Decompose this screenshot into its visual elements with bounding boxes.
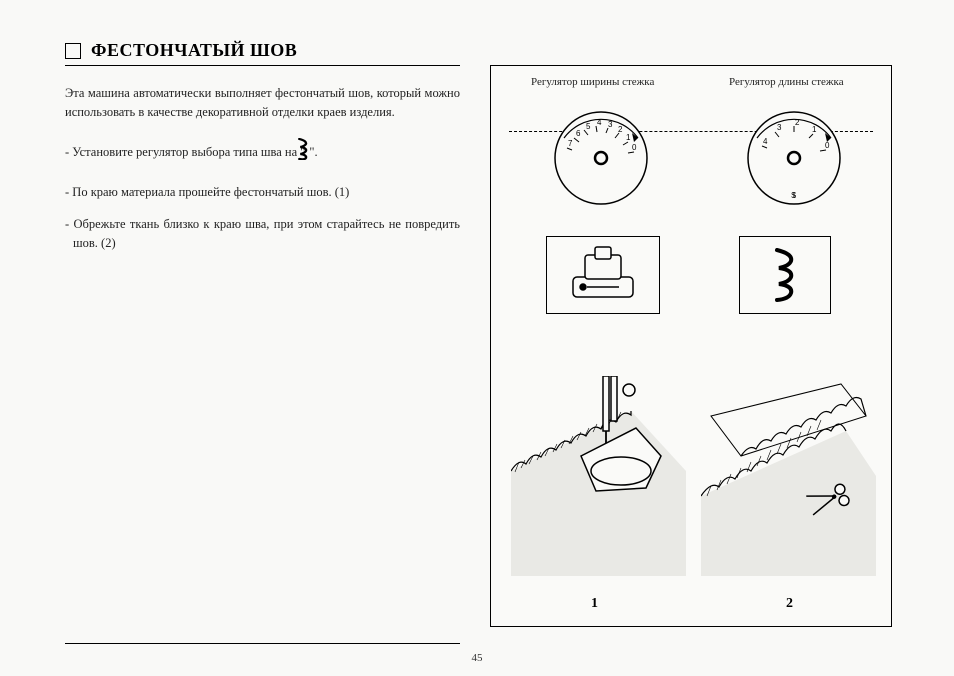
- illustration-1: [511, 376, 686, 576]
- bullet-1-post: ".: [309, 145, 317, 159]
- svg-text:0: 0: [632, 143, 637, 152]
- bullet-1-pre: - Установите регулятор выбора типа шва н…: [65, 145, 305, 159]
- svg-text:6: 6: [576, 129, 581, 138]
- scallop-stitch-icon: [305, 136, 309, 169]
- left-bottom-rule: [65, 643, 460, 644]
- svg-text:2: 2: [795, 118, 800, 127]
- stitch-symbol-box: [739, 236, 831, 314]
- svg-text:2: 2: [618, 125, 623, 134]
- stitch-width-label: Регулятор ширины стежка: [531, 76, 654, 88]
- bullet-3: - Обрежьте ткань близко к краю шва, при …: [65, 215, 460, 253]
- svg-text:3: 3: [608, 120, 613, 129]
- presser-foot-box: [546, 236, 660, 314]
- intro-paragraph: Эта машина автоматически выполняет фесто…: [65, 84, 460, 122]
- illustration-2: [701, 376, 876, 576]
- page-title: ФЕСТОНЧАТЫЙ ШОВ: [91, 40, 297, 61]
- svg-text:4: 4: [763, 137, 768, 146]
- svg-text:1: 1: [626, 133, 631, 142]
- bullet-2: - По краю материала прошейте фестончатый…: [65, 183, 460, 202]
- scallop-stitch-icon: [771, 248, 799, 302]
- page-number: 45: [0, 652, 954, 664]
- stitch-length-dial: 4 3 2 1 0 S: [739, 98, 835, 194]
- presser-foot-icon: [547, 237, 659, 313]
- svg-text:3: 3: [777, 123, 782, 132]
- bullet-1: - Установите регулятор выбора типа шва н…: [65, 136, 460, 169]
- svg-text:5: 5: [586, 122, 591, 131]
- stitch-length-label: Регулятор длины стежка: [729, 76, 844, 88]
- title-row: ФЕСТОНЧАТЫЙ ШОВ: [65, 40, 460, 66]
- svg-text:4: 4: [597, 118, 602, 127]
- left-column: ФЕСТОНЧАТЫЙ ШОВ Эта машина автоматически…: [65, 40, 460, 265]
- title-checkbox-icon: [65, 43, 81, 59]
- manual-page: ФЕСТОНЧАТЫЙ ШОВ Эта машина автоматически…: [0, 0, 954, 676]
- stitch-width-dial: 7 6 5 4 3 2 1 0: [546, 98, 642, 194]
- svg-text:7: 7: [568, 139, 573, 148]
- figure-1-label: 1: [591, 596, 598, 612]
- svg-text:1: 1: [812, 125, 817, 134]
- figure-2-label: 2: [786, 596, 793, 612]
- svg-text:0: 0: [825, 141, 830, 150]
- diagram-panel: Регулятор ширины стежка Регулятор длины …: [490, 65, 892, 627]
